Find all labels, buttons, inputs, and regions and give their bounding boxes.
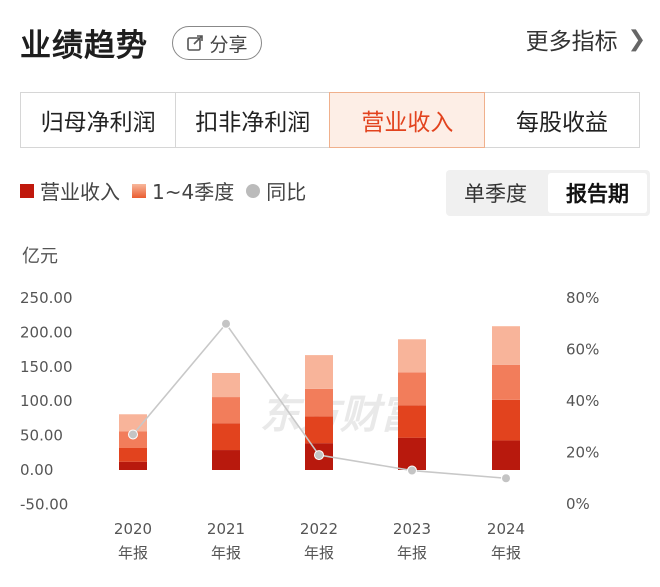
left-axis-tick-label: 200.00 — [20, 323, 73, 341]
revenue-chart: 东方财富 250.00200.00150.00100.0050.000.00-5… — [20, 289, 599, 562]
right-axis-tick-label: 40% — [566, 392, 599, 410]
bar-segment-q3 — [305, 388, 333, 417]
yoy-point — [314, 450, 324, 461]
bar-segment-q2 — [212, 423, 240, 451]
period-report[interactable]: 报告期 — [548, 173, 647, 213]
tab-deducted-net-profit[interactable]: 扣非净利润 — [174, 92, 331, 148]
bar-segment-q2 — [492, 399, 520, 441]
left-axis-tick-label: 0.00 — [20, 461, 53, 479]
header: 业绩趋势 分享 更多指标 ❯ — [0, 0, 660, 86]
x-axis-tick-label: 年报 — [304, 544, 334, 562]
legend-revenue-swatch — [20, 183, 34, 198]
yoy-point — [501, 473, 511, 484]
bar-segment-q3 — [119, 431, 147, 448]
bar-segment-q2 — [119, 447, 147, 462]
bar-segment-q3 — [398, 372, 426, 406]
legend-revenue-label: 营业收入 — [40, 180, 120, 204]
unit-label: 亿元 — [22, 246, 58, 267]
share-label: 分享 — [209, 33, 248, 56]
right-axis-tick-label: 20% — [566, 444, 599, 462]
bar-segment-q4 — [398, 339, 426, 373]
legend-yoy-dot — [246, 183, 261, 198]
right-axis-tick-label: 60% — [566, 341, 599, 359]
bar-segment-q4 — [212, 372, 240, 398]
left-axis-tick-label: 50.00 — [20, 427, 63, 445]
x-axis-tick-label: 2024 — [487, 520, 525, 538]
bar-segment-q2 — [305, 416, 333, 444]
x-axis-tick-label: 年报 — [118, 544, 148, 562]
metric-tabs: 归母净利润 扣非净利润 营业收入 每股收益 — [20, 92, 640, 148]
page-title: 业绩趋势 — [20, 28, 148, 64]
bar-segment-q1 — [119, 461, 147, 470]
x-axis-tick-label: 2020 — [114, 520, 152, 538]
chart-legend: 营业收入 1~4季度 同比 — [20, 176, 318, 205]
yoy-point — [407, 465, 417, 476]
legend-quarters-swatch — [132, 183, 146, 198]
bar-segment-q2 — [398, 405, 426, 438]
x-axis-tick-label: 年报 — [397, 544, 427, 562]
legend-yoy-label: 同比 — [266, 180, 307, 204]
share-icon — [187, 35, 204, 51]
bar-segment-q3 — [492, 364, 520, 400]
x-axis-tick-label: 2022 — [300, 520, 338, 538]
x-axis-tick-label: 年报 — [491, 544, 521, 562]
share-button[interactable]: 分享 — [172, 26, 262, 60]
left-axis-tick-label: -50.00 — [20, 495, 68, 513]
bar-segment-q1 — [212, 450, 240, 470]
left-axis-tick-label: 100.00 — [20, 392, 73, 410]
bar-segment-q1 — [398, 437, 426, 470]
period-toggle: 单季度 报告期 — [446, 170, 650, 216]
chevron-right-icon: ❯ — [627, 26, 646, 52]
bar-segment-q4 — [492, 326, 520, 365]
right-axis-tick-label: 80% — [566, 289, 599, 307]
yoy-point — [221, 318, 231, 329]
more-metrics-link[interactable]: 更多指标 ❯ — [526, 22, 646, 56]
yoy-point — [128, 429, 138, 440]
bar-segment-q3 — [212, 397, 240, 424]
more-metrics-label: 更多指标 — [525, 29, 618, 55]
x-axis-tick-label: 年报 — [211, 544, 241, 562]
legend-revenue: 营业收入 — [20, 176, 120, 205]
left-axis-tick-label: 250.00 — [20, 289, 73, 307]
tab-eps[interactable]: 每股收益 — [483, 92, 640, 148]
period-single-quarter[interactable]: 单季度 — [464, 182, 527, 206]
tab-revenue[interactable]: 营业收入 — [329, 92, 486, 148]
left-axis-tick-label: 150.00 — [20, 358, 73, 376]
legend-yoy: 同比 — [246, 176, 306, 205]
tab-net-profit[interactable]: 归母净利润 — [20, 92, 177, 148]
x-axis-tick-label: 2021 — [207, 520, 245, 538]
bar-segment-q4 — [305, 355, 333, 389]
x-axis-tick-label: 2023 — [393, 520, 431, 538]
legend-quarters-label: 1~4季度 — [152, 180, 235, 204]
right-axis-tick-label: 0% — [566, 495, 590, 513]
bar-segment-q1 — [492, 440, 520, 470]
legend-quarters: 1~4季度 — [132, 176, 234, 205]
